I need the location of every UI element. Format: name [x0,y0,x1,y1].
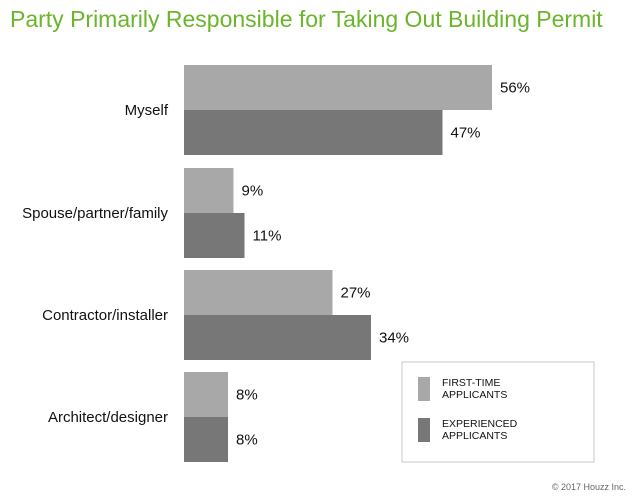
category-label: Spouse/partner/family [22,205,168,222]
category-label: Contractor/installer [42,307,168,324]
bar [184,417,228,462]
category-label: Myself [125,102,169,119]
data-label: 56% [500,80,530,97]
chart-title: Party Primarily Responsible for Taking O… [10,6,603,32]
data-label: 8% [236,387,258,404]
data-label: 34% [379,330,409,347]
bar [184,110,443,155]
legend-label: EXPERIENCED [442,418,518,430]
legend-label: FIRST-TIME [442,377,500,389]
legend-box [401,361,595,463]
data-label: 11% [253,228,282,245]
bar [184,65,492,110]
bar [184,372,228,417]
copyright-footer: © 2017 Houzz Inc. [551,482,626,492]
bar [184,213,245,258]
legend-swatch [418,418,430,442]
bar [184,315,371,360]
data-label: 9% [242,183,264,200]
legend-label: APPLICANTS [442,430,507,442]
bar [184,270,333,315]
data-label: 8% [236,432,258,449]
bar [184,168,234,213]
data-label: 27% [341,285,371,302]
data-label: 47% [451,125,481,142]
legend-swatch [418,377,430,401]
legend-label: APPLICANTS [442,389,507,401]
category-label: Architect/designer [48,409,168,426]
